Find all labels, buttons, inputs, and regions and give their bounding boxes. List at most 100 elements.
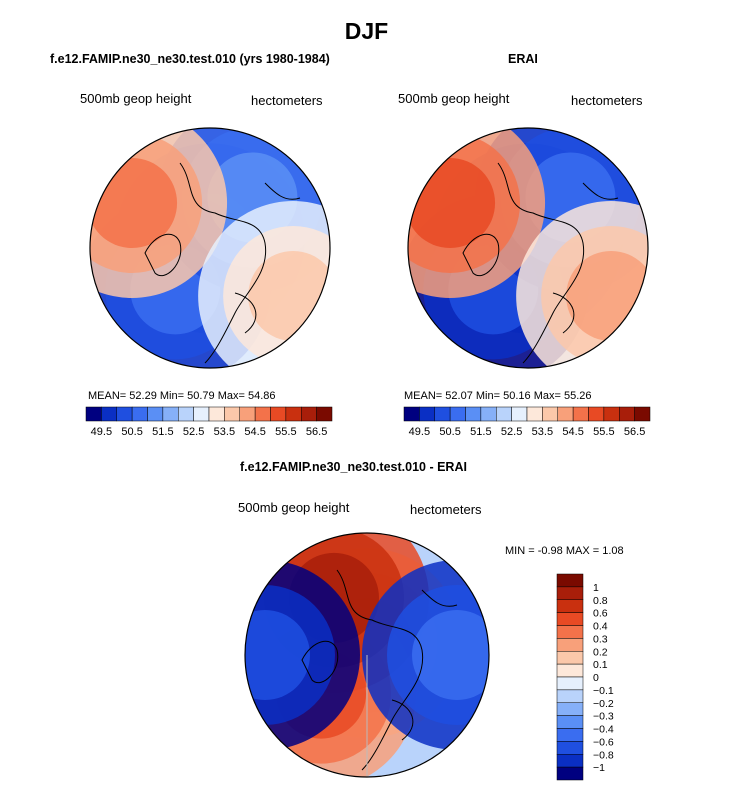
colorbar-swatch [316, 406, 333, 422]
colorbar-swatch [634, 406, 651, 422]
colorbar-swatch [193, 406, 210, 422]
panel3-stats: MIN = -0.98 MAX = 1.08 [505, 545, 624, 557]
panel3-map [244, 532, 490, 778]
panel1-coastlines [144, 162, 301, 364]
colorbar-swatch [301, 406, 317, 422]
field-contour-4-2 [248, 251, 330, 341]
panel3-min-label: MIN = [505, 545, 535, 557]
colorbar-swatch [526, 406, 543, 422]
colorbar-tick-label: −0.3 [593, 711, 614, 723]
colorbar-tick-label: 53.5 [532, 426, 553, 438]
panel2-mean-label: MEAN= [404, 390, 443, 402]
panel1-map [89, 127, 331, 369]
colorbar-swatch [116, 406, 133, 422]
colorbar-swatch [556, 625, 584, 639]
colorbar-swatch [85, 406, 102, 422]
colorbar-swatch [254, 406, 271, 422]
panel3-max-value: 1.08 [602, 545, 624, 557]
colorbar-tick-label: −0.4 [593, 724, 614, 736]
panel2-title: ERAI [508, 52, 538, 66]
colorbar-swatch [556, 676, 584, 691]
panel2-stats: MEAN= 52.07 Min= 50.16 Max= 55.26 [404, 390, 592, 402]
colorbar-tick-label: −0.1 [593, 685, 614, 697]
colorbar-swatch [556, 702, 584, 716]
colorbar-tick-label: 56.5 [624, 426, 645, 438]
field-contour-3-2 [408, 158, 496, 248]
colorbar-swatch [208, 406, 225, 422]
colorbar-swatch [147, 406, 164, 422]
panel3-max-label: MAX = [565, 545, 600, 557]
colorbar-swatch [572, 406, 589, 422]
panel3-colorbar: 10.80.60.40.30.20.10−0.1−0.2−0.3−0.4−0.6… [556, 573, 614, 781]
colorbar-tick-label: 53.5 [214, 426, 235, 438]
colorbar-tick-label: 0.6 [593, 608, 608, 620]
colorbar-swatch [542, 406, 558, 422]
field-contour-4-2 [245, 610, 310, 700]
colorbar-tick-label: 49.5 [409, 426, 430, 438]
colorbar-tick-label: 50.5 [121, 426, 142, 438]
colorbar-swatch [556, 663, 584, 678]
colorbar-tick-label: 0.2 [593, 646, 608, 658]
colorbar-swatch [434, 406, 451, 422]
panel1-variable-label: 500mb geop height [80, 91, 192, 106]
colorbar-tick-label: 0.3 [593, 633, 608, 645]
panel1-units-label: hectometers [251, 93, 323, 108]
colorbar-swatch [101, 406, 117, 422]
colorbar-tick-label: 54.5 [244, 426, 265, 438]
colorbar-swatch [224, 406, 240, 422]
panel3-units-label: hectometers [410, 502, 482, 517]
colorbar-swatch [270, 406, 287, 422]
colorbar-tick-label: 56.5 [306, 426, 327, 438]
panel2-max-value: 55.26 [563, 390, 592, 402]
colorbar-swatch [603, 406, 620, 422]
field-contour-3-2 [90, 158, 178, 248]
panel2-colorbar: 49.5 50.5 51.5 52.5 53.5 54.5 55.5 56.5 [403, 406, 651, 438]
colorbar-swatch [556, 573, 584, 588]
colorbar-tick-label: 55.5 [593, 426, 614, 438]
colorbar-swatch [178, 406, 194, 422]
panel3-coastlines [301, 569, 458, 771]
field-contour-4-2 [566, 251, 648, 341]
colorbar-swatch [465, 406, 482, 422]
panel3-map-border [244, 532, 490, 778]
colorbar-swatch [556, 638, 584, 652]
colorbar-tick-label: −1 [593, 762, 605, 774]
field-contour-3-2 [412, 610, 489, 700]
panel2-units-label: hectometers [571, 93, 643, 108]
panel1-mean-label: MEAN= [88, 390, 127, 402]
colorbar-swatch [556, 754, 584, 768]
colorbar-tick-label: 52.5 [183, 426, 204, 438]
colorbar-tick-label: −0.6 [593, 736, 614, 748]
colorbar-swatch [556, 689, 584, 703]
panel2-variable-label: 500mb geop height [398, 91, 510, 106]
colorbar-swatch [556, 741, 584, 755]
panel3-variable-label: 500mb geop height [238, 500, 350, 515]
panel3-min-value: -0.98 [537, 545, 563, 557]
panel1-title: f.e12.FAMIP.ne30_ne30.test.010 (yrs 1980… [50, 52, 330, 66]
panel2-coastlines [462, 162, 619, 364]
colorbar-tick-label: 1 [593, 582, 599, 594]
colorbar-swatch [556, 651, 584, 665]
panel1-min-value: 50.79 [187, 390, 215, 402]
colorbar-swatch [619, 406, 635, 422]
panel1-min-label: Min= [159, 390, 185, 402]
panel1-mean-value: 52.29 [129, 390, 157, 402]
colorbar-swatch [162, 406, 179, 422]
colorbar-swatch [588, 406, 605, 422]
panel1-map-border [89, 127, 331, 369]
colorbar-tick-label: 50.5 [439, 426, 460, 438]
colorbar-swatch [480, 406, 497, 422]
colorbar-swatch [239, 406, 256, 422]
colorbar-tick-label: 51.5 [470, 426, 491, 438]
colorbar-swatch [556, 599, 584, 613]
colorbar-swatch [556, 766, 584, 781]
colorbar-tick-label: 0 [593, 672, 599, 684]
panel1-max-label: Max= [217, 390, 245, 402]
figure-title: DJF [344, 18, 389, 44]
panel2-min-value: 50.16 [503, 390, 531, 402]
panel2-mean-value: 52.07 [445, 390, 473, 402]
colorbar-tick-label: −0.8 [593, 749, 614, 761]
colorbar-tick-label: 52.5 [501, 426, 522, 438]
colorbar-tick-label: 0.1 [593, 659, 608, 671]
colorbar-swatch [403, 406, 420, 422]
